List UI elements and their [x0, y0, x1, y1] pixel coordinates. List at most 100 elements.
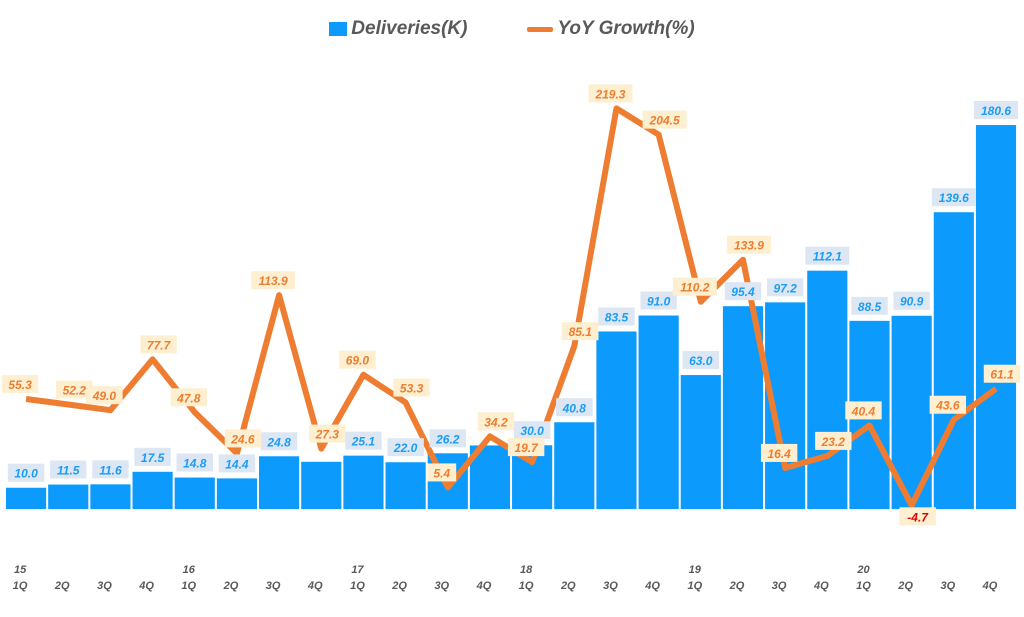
line-swatch-icon [527, 26, 554, 32]
growth-label: -4.7 [907, 510, 929, 524]
x-tick-year: 15 [14, 564, 27, 576]
delivery-bar [385, 462, 426, 509]
delivery-label: 17.5 [141, 451, 165, 465]
growth-label: 61.1 [990, 368, 1014, 382]
delivery-bar [90, 484, 131, 509]
growth-label-bg [588, 84, 633, 103]
delivery-label: 14.4 [225, 457, 249, 471]
growth-label-bg [899, 507, 936, 526]
growth-label: 49.0 [92, 389, 117, 403]
delivery-bar [343, 455, 384, 509]
growth-label: 19.7 [514, 441, 539, 455]
x-tick-quarter: 2Q [54, 580, 70, 592]
delivery-label: 40.8 [562, 401, 587, 415]
x-tick-quarter: 1Q [350, 580, 365, 592]
delivery-label-bg [260, 432, 298, 451]
x-tick-quarter: 1Q [519, 580, 534, 592]
delivery-label: 97.2 [773, 281, 797, 295]
delivery-label: 22.0 [393, 441, 418, 455]
delivery-bar [216, 478, 258, 509]
delivery-label: 25.1 [351, 435, 376, 449]
growth-label-bg [726, 235, 771, 254]
x-tick-quarter: 2Q [897, 580, 913, 592]
delivery-label: 88.5 [858, 300, 882, 314]
x-tick-quarter: 2Q [391, 580, 407, 592]
delivery-bar [680, 375, 721, 509]
delivery-label-bg [805, 246, 850, 265]
x-tick-quarter: 2Q [560, 580, 576, 592]
delivery-bar [6, 487, 47, 509]
delivery-label-bg [7, 463, 45, 482]
growth-label: 53.3 [400, 382, 424, 396]
bar-swatch-icon [329, 22, 348, 36]
delivery-label-bg [682, 351, 720, 370]
legend-growth: YoY Growth(%) [527, 18, 695, 40]
x-tick-quarter: 1Q [181, 580, 196, 592]
x-tick-quarter: 3Q [97, 580, 112, 592]
growth-label-bg [845, 401, 882, 420]
growth-label: 55.3 [8, 378, 32, 392]
delivery-bar [48, 484, 89, 509]
delivery-bar [301, 461, 342, 509]
x-tick-year: 19 [689, 564, 702, 576]
legend: Deliveries(K) YoY Growth(%) [0, 18, 1024, 40]
growth-label-bg [760, 443, 798, 462]
x-tick-year: 16 [183, 564, 196, 576]
growth-label-bg [562, 322, 599, 341]
growth-label-bg [224, 429, 262, 448]
growth-label-bg [86, 386, 123, 405]
delivery-label-bg [851, 296, 888, 315]
delivery-label-bg [387, 438, 424, 457]
growth-label-bg [393, 378, 430, 397]
growth-label: 110.2 [680, 281, 709, 295]
x-tick-quarter: 4Q [644, 580, 660, 592]
x-tick-year: 18 [520, 564, 533, 576]
delivery-bar [638, 315, 679, 509]
x-tick-quarter: 4Q [813, 580, 829, 592]
growth-label-bg [672, 277, 717, 296]
delivery-label-bg [50, 460, 87, 479]
growth-label: 23.2 [821, 435, 846, 449]
x-tick-quarter: 3Q [266, 580, 281, 592]
growth-label: 204.5 [649, 114, 680, 128]
delivery-label: 180.6 [981, 104, 1011, 118]
x-tick-quarter: 2Q [223, 580, 239, 592]
growth-label: 5.4 [433, 466, 450, 480]
delivery-bar [807, 270, 848, 509]
growth-label: 219.3 [594, 87, 625, 101]
growth-label: 24.6 [230, 432, 255, 446]
delivery-label: 30.0 [520, 424, 544, 438]
delivery-label: 63.0 [689, 354, 713, 368]
x-tick-quarter: 1Q [13, 580, 28, 592]
delivery-label-bg [429, 429, 466, 448]
x-tick-quarter: 4Q [476, 580, 492, 592]
delivery-bar [174, 477, 215, 509]
legend-deliveries: Deliveries(K) [329, 18, 467, 40]
growth-label-bg [170, 388, 207, 407]
delivery-label-bg [513, 421, 551, 440]
legend-label: YoY Growth(%) [557, 18, 695, 39]
delivery-label: 24.8 [266, 435, 291, 449]
growth-label-bg [309, 424, 346, 443]
growth-label-bg [251, 271, 296, 290]
delivery-label: 11.5 [57, 464, 80, 478]
delivery-label-bg [598, 307, 635, 326]
growth-label: 85.1 [569, 325, 593, 339]
x-tick-year: 17 [351, 564, 364, 576]
growth-label-bg [983, 364, 1021, 383]
delivery-label: 26.2 [435, 432, 460, 446]
delivery-label-bg [766, 278, 804, 297]
growth-label-bg [1, 375, 39, 394]
delivery-label-bg [92, 460, 129, 479]
delivery-bar [132, 471, 173, 509]
x-tick-quarter: 3Q [603, 580, 618, 592]
growth-label-bg [339, 350, 376, 369]
growth-label: 34.2 [484, 415, 508, 429]
delivery-bar [933, 212, 974, 510]
delivery-label-bg [176, 453, 213, 472]
growth-label-bg [477, 412, 515, 431]
legend-label: Deliveries(K) [351, 18, 468, 39]
growth-label: 27.3 [315, 428, 340, 442]
growth-label-bg [427, 463, 457, 482]
